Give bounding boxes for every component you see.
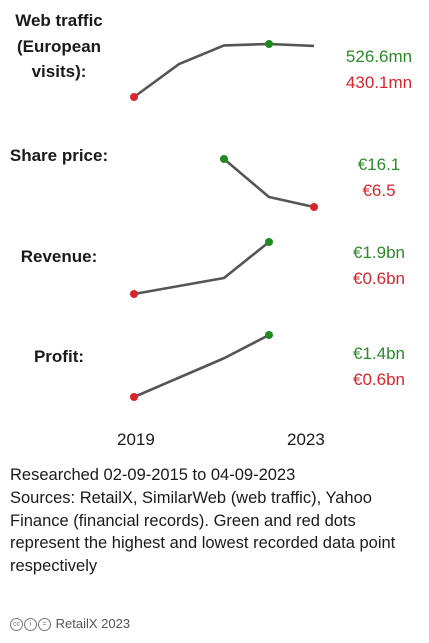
revenue-low-value: €0.6bn	[353, 269, 405, 288]
credit-text: RetailX 2023	[55, 616, 131, 631]
web-traffic-high-point	[265, 40, 273, 48]
profit-high-value: €1.4bn	[353, 344, 405, 363]
label-share-price: Share price:	[9, 146, 109, 165]
profit-low-value: €0.6bn	[353, 370, 405, 389]
revenue-high-point	[265, 238, 273, 246]
footnote: Researched 02-09-2015 to 04-09-2023 Sour…	[10, 464, 425, 578]
by-license-icon: i	[24, 618, 37, 632]
web-traffic-low-point	[130, 93, 138, 101]
profit-sparkline	[133, 333, 270, 399]
revenue-low-point	[130, 290, 138, 298]
share-price-low-value: €6.5	[362, 181, 396, 200]
web-traffic-low-value: 430.1mn	[345, 73, 413, 92]
x-axis-end-label: 2023	[287, 430, 325, 449]
label-revenue: Revenue:	[20, 247, 98, 266]
cc-license-icon: cc	[10, 618, 23, 632]
web-traffic-high-value: 526.6mn	[345, 47, 413, 66]
profit-high-point	[265, 331, 273, 339]
share-price-high-value: €16.1	[357, 155, 401, 174]
profit-low-point	[130, 393, 138, 401]
share-price-high-point	[220, 155, 228, 163]
credit-line: cc i = RetailX 2023	[10, 616, 131, 632]
revenue-sparkline	[133, 240, 270, 296]
share-price-low-point	[310, 203, 318, 211]
revenue-high-value: €1.9bn	[353, 243, 405, 262]
web-traffic-sparkline	[133, 42, 315, 99]
label-web-traffic: Web traffic (European visits):	[15, 11, 103, 81]
label-profit: Profit:	[33, 347, 85, 366]
x-axis-start-label: 2019	[117, 430, 155, 449]
nd-license-icon: =	[38, 618, 51, 632]
share-price-sparkline	[223, 158, 315, 209]
research-dates: Researched 02-09-2015 to 04-09-2023	[10, 466, 296, 484]
sources-note: Sources: RetailX, SimilarWeb (web traffi…	[10, 488, 396, 576]
